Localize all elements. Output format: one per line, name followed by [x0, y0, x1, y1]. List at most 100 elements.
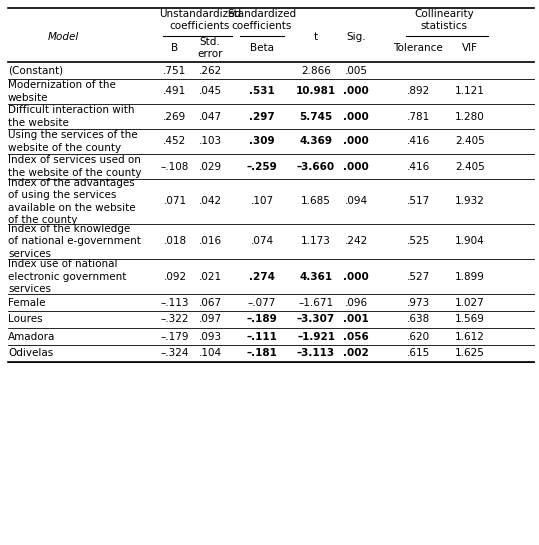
Text: –.259: –.259	[247, 161, 278, 172]
Text: .000: .000	[343, 136, 369, 147]
Text: .892: .892	[406, 87, 430, 96]
Text: –.179: –.179	[161, 331, 189, 342]
Text: .056: .056	[343, 331, 369, 342]
Text: .094: .094	[344, 197, 368, 207]
Text: .103: .103	[198, 136, 222, 147]
Text: .615: .615	[406, 348, 430, 359]
Text: Modernization of the
website: Modernization of the website	[8, 80, 116, 102]
Text: Std.
error: Std. error	[197, 37, 223, 59]
Text: 1.121: 1.121	[455, 87, 485, 96]
Text: .781: .781	[406, 112, 430, 122]
Text: Sig.: Sig.	[346, 32, 366, 42]
Text: .274: .274	[249, 271, 275, 282]
Text: .527: .527	[406, 271, 430, 282]
Text: .309: .309	[249, 136, 275, 147]
Text: .000: .000	[343, 112, 369, 122]
Text: Index of services used on
the website of the county: Index of services used on the website of…	[8, 155, 142, 178]
Text: Model: Model	[47, 32, 79, 42]
Text: .107: .107	[251, 197, 274, 207]
Text: 1.280: 1.280	[455, 112, 485, 122]
Text: Collinearity
statistics: Collinearity statistics	[414, 9, 474, 31]
Text: 1.904: 1.904	[455, 237, 485, 246]
Text: .067: .067	[198, 298, 222, 307]
Text: –3.660: –3.660	[297, 161, 335, 172]
Text: 1.899: 1.899	[455, 271, 485, 282]
Text: .002: .002	[343, 348, 369, 359]
Text: .262: .262	[198, 65, 222, 76]
Text: 2.405: 2.405	[455, 136, 485, 147]
Text: Standardized
coefficients: Standardized coefficients	[227, 9, 296, 31]
Text: 1.625: 1.625	[455, 348, 485, 359]
Text: Odivelas: Odivelas	[8, 348, 53, 359]
Text: .000: .000	[343, 87, 369, 96]
Text: 4.369: 4.369	[300, 136, 333, 147]
Text: 10.981: 10.981	[296, 87, 336, 96]
Text: .416: .416	[406, 136, 430, 147]
Text: .269: .269	[163, 112, 186, 122]
Text: Index of the knowledge
of national e-government
services: Index of the knowledge of national e-gov…	[8, 224, 141, 259]
Text: .491: .491	[163, 87, 186, 96]
Text: 1.932: 1.932	[455, 197, 485, 207]
Text: 2.866: 2.866	[301, 65, 331, 76]
Text: Index of the advantages
of using the services
available on the website
of the co: Index of the advantages of using the ser…	[8, 178, 136, 225]
Text: –.322: –.322	[161, 314, 189, 324]
Text: .021: .021	[198, 271, 222, 282]
Text: –.111: –.111	[246, 331, 278, 342]
Text: VIF: VIF	[462, 43, 478, 53]
Text: –.324: –.324	[161, 348, 189, 359]
Text: .029: .029	[198, 161, 222, 172]
Text: .018: .018	[163, 237, 186, 246]
Text: .416: .416	[406, 161, 430, 172]
Text: 2.405: 2.405	[455, 161, 485, 172]
Text: .001: .001	[343, 314, 369, 324]
Text: .452: .452	[163, 136, 186, 147]
Text: Tolerance: Tolerance	[393, 43, 443, 53]
Text: .016: .016	[198, 237, 222, 246]
Text: .297: .297	[249, 112, 275, 122]
Text: .042: .042	[198, 197, 222, 207]
Text: Unstandardized
coefficients: Unstandardized coefficients	[159, 9, 241, 31]
Text: 1.685: 1.685	[301, 197, 331, 207]
Text: –1.921: –1.921	[297, 331, 335, 342]
Text: .097: .097	[198, 314, 222, 324]
Text: Difficult interaction with
the website: Difficult interaction with the website	[8, 105, 135, 128]
Text: –.108: –.108	[161, 161, 189, 172]
Text: .045: .045	[198, 87, 222, 96]
Text: .620: .620	[406, 331, 430, 342]
Text: .531: .531	[249, 87, 275, 96]
Text: .751: .751	[163, 65, 186, 76]
Text: .000: .000	[343, 271, 369, 282]
Text: .005: .005	[344, 65, 368, 76]
Text: .093: .093	[198, 331, 222, 342]
Text: .047: .047	[198, 112, 222, 122]
Text: .092: .092	[163, 271, 186, 282]
Text: .000: .000	[343, 161, 369, 172]
Text: 5.745: 5.745	[299, 112, 333, 122]
Text: .074: .074	[251, 237, 274, 246]
Text: 1.612: 1.612	[455, 331, 485, 342]
Text: Beta: Beta	[250, 43, 274, 53]
Text: –3.113: –3.113	[297, 348, 335, 359]
Text: –.181: –.181	[246, 348, 278, 359]
Text: Using the services of the
website of the county: Using the services of the website of the…	[8, 130, 137, 153]
Text: .525: .525	[406, 237, 430, 246]
Text: B: B	[171, 43, 178, 53]
Text: .973: .973	[406, 298, 430, 307]
Text: –1.671: –1.671	[299, 298, 334, 307]
Text: .104: .104	[198, 348, 222, 359]
Text: Loures: Loures	[8, 314, 43, 324]
Text: Amadora: Amadora	[8, 331, 56, 342]
Text: 1.173: 1.173	[301, 237, 331, 246]
Text: (Constant): (Constant)	[8, 65, 63, 76]
Text: 1.569: 1.569	[455, 314, 485, 324]
Text: Index use of national
electronic government
services: Index use of national electronic governm…	[8, 259, 126, 294]
Text: .638: .638	[406, 314, 430, 324]
Text: .071: .071	[163, 197, 186, 207]
Text: .242: .242	[344, 237, 368, 246]
Text: 4.361: 4.361	[300, 271, 333, 282]
Text: Female: Female	[8, 298, 45, 307]
Text: –.077: –.077	[248, 298, 276, 307]
Text: –3.307: –3.307	[297, 314, 335, 324]
Text: t: t	[314, 32, 318, 42]
Text: 1.027: 1.027	[455, 298, 485, 307]
